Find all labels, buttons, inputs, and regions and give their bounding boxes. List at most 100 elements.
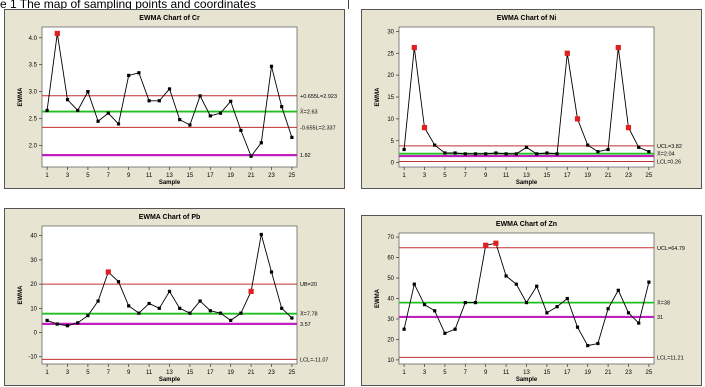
x-axis-label: Sample bbox=[516, 180, 538, 186]
data-point bbox=[473, 300, 478, 305]
data-point bbox=[290, 316, 294, 320]
data-point bbox=[127, 304, 131, 308]
y-tick-label: 0 bbox=[391, 161, 395, 167]
data-point bbox=[290, 135, 294, 139]
data-point bbox=[147, 99, 151, 103]
data-point bbox=[586, 143, 590, 147]
y-tick-label: 0 bbox=[34, 331, 38, 337]
x-tick-label: 25 bbox=[289, 370, 296, 376]
reference-label-limit: UB=20 bbox=[300, 282, 317, 288]
data-point bbox=[545, 311, 549, 315]
data-point bbox=[137, 71, 141, 75]
outlier-point bbox=[411, 44, 417, 51]
x-tick-label: 15 bbox=[187, 370, 194, 376]
data-point bbox=[514, 152, 518, 156]
chart-title: EWMA Chart of Cr bbox=[139, 15, 200, 22]
y-tick-label: 40 bbox=[387, 297, 394, 303]
x-tick-label: 5 bbox=[443, 173, 447, 179]
data-point bbox=[422, 303, 427, 307]
x-tick-label: 5 bbox=[86, 370, 90, 376]
x-tick-label: 23 bbox=[268, 370, 275, 376]
x-tick-label: 25 bbox=[646, 370, 653, 376]
x-tick-label: 5 bbox=[443, 370, 447, 376]
reference-label-target: 1.82 bbox=[300, 153, 311, 159]
x-tick-label: 13 bbox=[523, 173, 530, 179]
data-point bbox=[443, 331, 447, 335]
x-tick-label: 9 bbox=[484, 173, 488, 179]
x-axis-label: Sample bbox=[159, 377, 181, 383]
data-point bbox=[269, 270, 274, 274]
data-point bbox=[218, 111, 223, 115]
data-point bbox=[127, 73, 131, 78]
data-point bbox=[514, 282, 518, 286]
y-tick-label: 2.5 bbox=[29, 117, 38, 123]
data-point bbox=[55, 322, 59, 326]
plot-area bbox=[41, 225, 298, 365]
data-point bbox=[218, 311, 223, 315]
y-tick-label: 30 bbox=[387, 29, 394, 35]
data-point bbox=[239, 311, 243, 315]
outlier-point bbox=[421, 125, 428, 131]
data-point bbox=[637, 321, 641, 325]
data-point bbox=[249, 154, 253, 158]
y-tick-label: 40 bbox=[30, 234, 37, 240]
x-tick-label: 21 bbox=[248, 173, 255, 179]
data-point bbox=[565, 296, 569, 301]
chart-panel-cr: EWMA Chart of Cr Sample EWMA 2.0 2.5 3.0 3.5 4.… bbox=[4, 9, 345, 189]
x-tick-label: 7 bbox=[107, 173, 111, 179]
reference-label-limit: LCL=-11.07 bbox=[300, 357, 329, 363]
x-tick-label: 9 bbox=[484, 370, 488, 376]
data-point bbox=[555, 305, 559, 309]
data-point bbox=[198, 299, 202, 303]
data-point bbox=[208, 114, 212, 118]
data-point bbox=[65, 98, 70, 102]
data-point bbox=[106, 111, 110, 115]
x-tick-label: 23 bbox=[625, 173, 632, 179]
data-point bbox=[626, 311, 631, 315]
data-point bbox=[504, 274, 508, 278]
x-tick-label: 7 bbox=[464, 370, 468, 376]
reference-label-limit: UCL=3.82 bbox=[657, 144, 682, 150]
x-tick-label: 19 bbox=[584, 173, 591, 179]
data-point bbox=[259, 232, 263, 237]
outlier-point bbox=[493, 240, 499, 246]
chart-title: EWMA Chart of Pb bbox=[139, 214, 201, 221]
data-point bbox=[463, 300, 467, 305]
y-tick-label: 5 bbox=[391, 139, 395, 145]
data-point bbox=[86, 90, 90, 94]
outlier-point bbox=[248, 288, 254, 294]
x-tick-label: 17 bbox=[564, 370, 571, 376]
x-tick-label: 7 bbox=[107, 370, 111, 376]
x-tick-label: 1 bbox=[402, 173, 406, 179]
data-point bbox=[76, 108, 80, 113]
data-point bbox=[259, 141, 263, 145]
y-tick-label: 25 bbox=[387, 51, 394, 57]
x-tick-label: 19 bbox=[584, 370, 591, 376]
figure-caption: e 1 The map of sampling points and coord… bbox=[0, 0, 256, 11]
outlier-point bbox=[483, 242, 489, 248]
chart-svg: EWMA Chart of Cr Sample EWMA 2.0 2.5 3.0 3.5 4.… bbox=[4, 9, 345, 189]
data-point bbox=[616, 288, 620, 292]
y-tick-label: -10 bbox=[28, 355, 37, 361]
y-axis-label: EWMA bbox=[375, 87, 381, 107]
data-point bbox=[555, 152, 559, 156]
y-tick-label: 15 bbox=[387, 95, 394, 101]
x-tick-label: 11 bbox=[503, 370, 510, 376]
data-point bbox=[606, 147, 610, 152]
x-tick-label: 5 bbox=[86, 173, 90, 179]
data-point bbox=[524, 145, 529, 149]
x-tick-label: 13 bbox=[166, 370, 173, 376]
data-point bbox=[188, 123, 192, 127]
x-tick-label: 25 bbox=[646, 173, 653, 179]
reference-label-limit: -0.655L=2.337 bbox=[300, 125, 336, 131]
y-tick-label: 4.0 bbox=[29, 36, 38, 42]
x-tick-label: 15 bbox=[544, 370, 551, 376]
data-point bbox=[606, 307, 610, 311]
data-point bbox=[86, 313, 90, 318]
data-point bbox=[575, 325, 580, 329]
data-point bbox=[198, 94, 202, 98]
x-tick-label: 17 bbox=[207, 370, 214, 376]
data-point bbox=[76, 321, 80, 325]
data-point bbox=[178, 306, 182, 310]
data-point bbox=[494, 151, 498, 155]
